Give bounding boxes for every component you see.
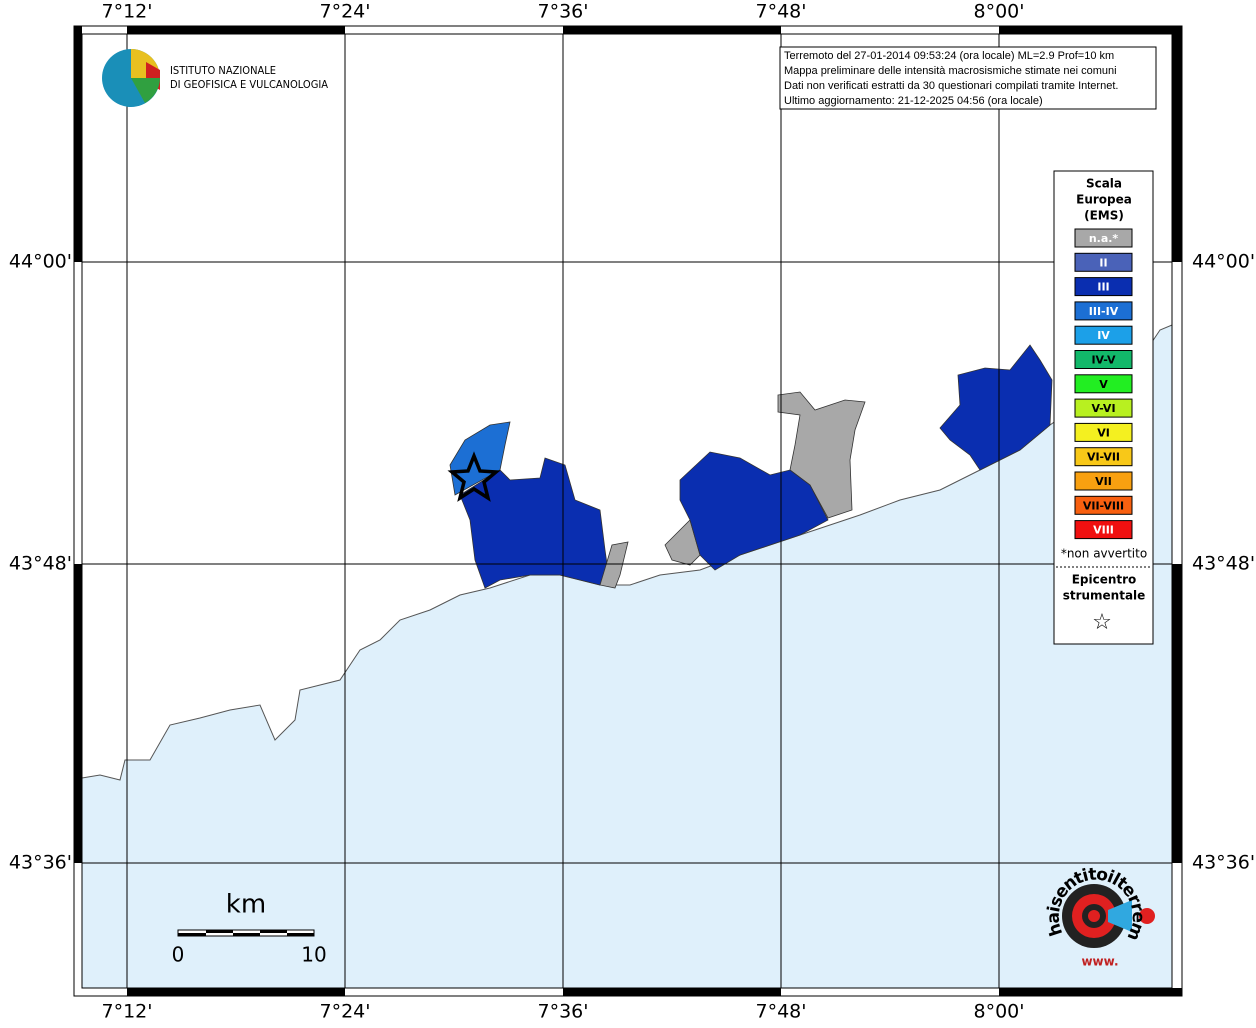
- legend-swatch: [1074, 520, 1133, 540]
- legend-label: III: [1097, 281, 1109, 294]
- frame-bar: [127, 988, 345, 996]
- municipality: [777, 391, 866, 519]
- logo-url: www.: [1081, 955, 1118, 969]
- legend-swatch: [1074, 374, 1133, 394]
- legend-swatch: [1074, 495, 1133, 515]
- lon-label: 8°00': [974, 1, 1025, 23]
- municipality: [599, 541, 629, 589]
- lat-label: 43°36': [1192, 852, 1255, 874]
- lon-label: 7°24': [320, 1, 371, 23]
- lon-label: 7°48': [756, 1, 807, 23]
- municipality: [939, 344, 1053, 471]
- legend-label: VII-VIII: [1083, 499, 1124, 512]
- scale-bar-segment: [260, 930, 287, 933]
- legend-swatch: [1074, 301, 1133, 321]
- logo-speaker: [1108, 900, 1132, 932]
- logo-text: DI GEOFISICA E VULCANOLOGIA: [170, 78, 328, 91]
- legend-epicenter-symbol: ☆: [1092, 610, 1112, 635]
- lon-label: 7°24': [320, 1001, 371, 1023]
- legend-swatch: [1074, 350, 1133, 369]
- frame-bar: [999, 26, 1182, 34]
- scale-bar-segment: [233, 933, 260, 936]
- frame-bar: [563, 26, 781, 34]
- municipality: [664, 519, 701, 566]
- municipality: [679, 451, 829, 571]
- frame-bar: [1172, 564, 1182, 863]
- scale-bar-segment: [287, 933, 314, 936]
- municipalities: [449, 344, 1053, 589]
- legend-swatch: [1074, 422, 1133, 442]
- legend-swatch: [1074, 447, 1133, 467]
- scale-bar-segment: [178, 933, 206, 936]
- frame-bar: [74, 564, 82, 863]
- scale-label: 0: [172, 943, 185, 967]
- lon-label: 7°48': [756, 1001, 807, 1023]
- lat-label: 44°00': [9, 251, 72, 273]
- legend-label: VI: [1097, 426, 1110, 439]
- legend-swatch: [1074, 252, 1133, 272]
- frame-bar: [1172, 26, 1182, 262]
- legend-label: III-IV: [1089, 305, 1119, 318]
- legend-label: VI-VII: [1087, 451, 1120, 464]
- lon-label: 8°00': [974, 1001, 1025, 1023]
- lon-label: 7°36': [538, 1001, 589, 1023]
- legend-label: n.a.*: [1089, 232, 1119, 245]
- frame-bar: [999, 988, 1182, 996]
- frame-bar: [127, 26, 345, 34]
- legend-note: *non avvertito: [1061, 547, 1147, 561]
- lat-label: 43°48': [9, 553, 72, 575]
- info-line: Dati non verificati estratti da 30 quest…: [784, 80, 1118, 92]
- logo-badge: [1139, 908, 1155, 924]
- lat-label: 43°36': [9, 852, 72, 874]
- legend-label: IV: [1097, 329, 1110, 342]
- frame-bar: [563, 988, 781, 996]
- legend-swatch: [1074, 398, 1133, 418]
- legend-epicenter-title: strumentale: [1063, 589, 1146, 603]
- info-line: Ultimo aggiornamento: 21-12-2025 04:56 (…: [784, 95, 1043, 107]
- lon-label: 7°12': [102, 1001, 153, 1023]
- legend-label: V-VI: [1091, 402, 1115, 415]
- legend-swatch: [1074, 228, 1133, 248]
- info-line: Terremoto del 27-01-2014 09:53:24 (ora l…: [784, 50, 1114, 62]
- scale-label: 10: [301, 943, 326, 967]
- legend-label: VII: [1095, 475, 1112, 488]
- epicenter-star: [447, 451, 501, 502]
- logo-ring: [1088, 910, 1100, 922]
- legend-swatch: [1074, 325, 1133, 345]
- scale-bar-segment: [206, 930, 233, 933]
- info-text: Terremoto del 27-01-2014 09:53:24 (ora l…: [784, 50, 1118, 107]
- legend-label: II: [1099, 256, 1107, 269]
- legend-title: Scala: [1086, 177, 1122, 191]
- frame-bar: [74, 26, 82, 262]
- legend: ScalaEuropea(EMS)n.a.*IIIIIIII-IVIVIV-VV…: [1061, 177, 1147, 636]
- scale-unit: km: [226, 890, 266, 920]
- legend-swatch: [1074, 471, 1133, 491]
- logo-text: ISTITUTO NAZIONALE: [170, 64, 276, 77]
- legend-swatch: [1074, 277, 1133, 297]
- legend-epicenter-title: Epicentro: [1072, 573, 1137, 587]
- graticule: [82, 34, 1172, 988]
- legend-label: IV-V: [1091, 354, 1116, 367]
- ingv-logo: ISTITUTO NAZIONALE DI GEOFISICA E VULCAN…: [102, 49, 328, 107]
- info-box: [779, 46, 1157, 110]
- legend-title: Europea: [1076, 193, 1132, 207]
- lon-label: 7°36': [538, 1, 589, 23]
- legend-label: VIII: [1093, 524, 1114, 537]
- legend-label: V: [1099, 378, 1108, 391]
- info-line: Mappa preliminare delle intensità macros…: [784, 65, 1117, 77]
- lat-label: 44°00': [1192, 251, 1255, 273]
- lat-label: 43°48': [1192, 553, 1255, 575]
- legend-title: (EMS): [1084, 209, 1124, 223]
- scale-bar: km 0 10: [172, 890, 327, 967]
- logo-segment: [131, 78, 160, 103]
- lon-label: 7°12': [102, 1, 153, 23]
